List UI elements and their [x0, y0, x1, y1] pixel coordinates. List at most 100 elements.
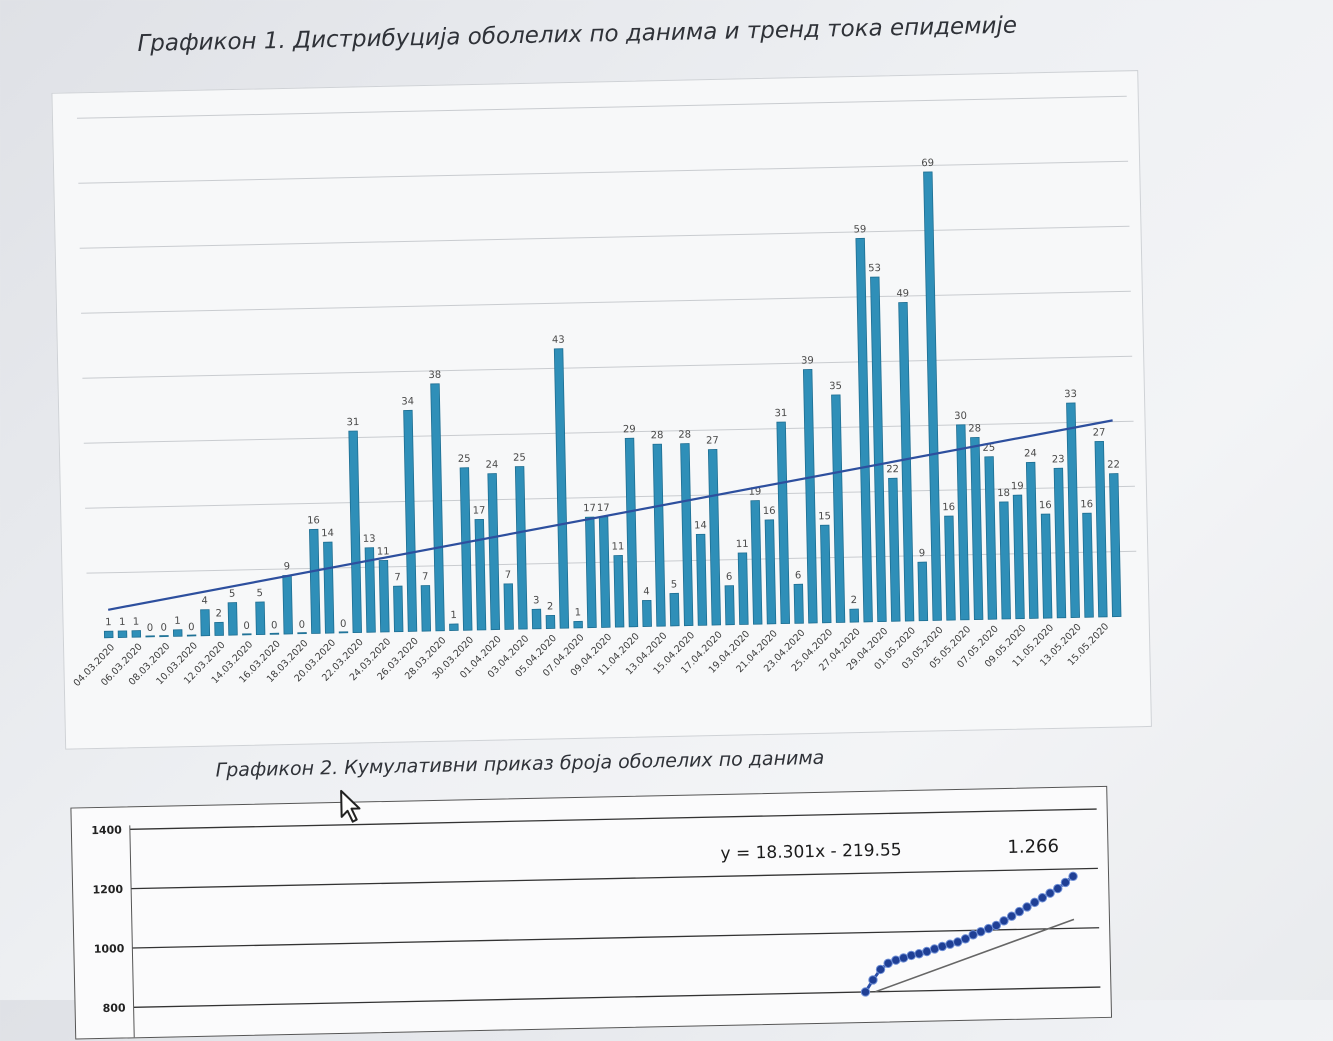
bar-label-59: 9	[919, 548, 926, 559]
bar-56	[870, 276, 887, 623]
bar-68	[1040, 513, 1053, 619]
gridline-5	[79, 225, 1130, 249]
data-point-16	[983, 923, 994, 934]
bar-label-72: 27	[1093, 427, 1106, 438]
bar-label-4: 0	[161, 623, 168, 634]
bar-label-58: 49	[896, 288, 909, 299]
bar-label-1: 1	[119, 617, 126, 628]
bar-44	[707, 449, 721, 626]
data-point-0	[860, 987, 871, 997]
bar-label-35: 17	[583, 503, 596, 514]
bar-32	[545, 614, 556, 629]
bar-21	[393, 585, 404, 633]
data-point-2	[875, 964, 886, 975]
bar-36	[598, 516, 611, 628]
bar-29	[503, 583, 514, 630]
document-page: Графикон 1. Дистрибуција оболелих по дан…	[51, 12, 1152, 1040]
bar-label-71: 16	[1080, 499, 1093, 510]
bar-6	[186, 634, 197, 637]
bar-label-16: 14	[321, 528, 334, 539]
bar-48	[764, 519, 777, 625]
bar-33	[553, 348, 570, 629]
bar-73	[1109, 473, 1122, 618]
bar-label-45: 6	[726, 572, 733, 583]
bar-label-29: 7	[505, 570, 512, 581]
bar-label-63: 28	[968, 423, 981, 434]
bar-54	[849, 608, 860, 623]
bar-label-0: 1	[105, 617, 112, 628]
data-point-19	[1006, 911, 1017, 921]
data-point-14	[968, 930, 978, 940]
gridline-7	[76, 95, 1127, 119]
bar-2	[131, 630, 142, 638]
gridline-4	[81, 290, 1131, 314]
bar-label-48: 16	[763, 506, 776, 517]
bar-67	[1025, 461, 1039, 619]
bar-16	[323, 541, 335, 634]
y-gridline-3	[133, 986, 1101, 1008]
bar-label-46: 11	[736, 539, 749, 550]
bar-label-8: 2	[215, 608, 222, 619]
bar-label-50: 6	[795, 570, 802, 581]
bar-5	[172, 629, 183, 637]
annotation-value: 1.266	[1007, 836, 1059, 858]
bar-label-61: 16	[942, 502, 955, 513]
y-tick-label-3: 800	[103, 1001, 127, 1014]
bar-37	[613, 555, 625, 628]
bar-65	[999, 501, 1011, 620]
bar-label-53: 35	[829, 381, 842, 392]
bar-53	[831, 394, 846, 623]
bar-label-5: 1	[174, 616, 181, 627]
bar-label-14: 0	[299, 620, 306, 631]
trend-line	[107, 419, 1113, 611]
data-point-9	[929, 944, 940, 954]
bar-59	[917, 561, 929, 622]
bar-1	[117, 630, 128, 638]
data-point-5	[898, 953, 909, 963]
bar-label-49: 31	[774, 408, 787, 419]
bar-label-47: 19	[748, 487, 761, 498]
bar-label-3: 0	[147, 623, 154, 634]
data-point-10	[937, 941, 947, 952]
bar-30	[514, 466, 528, 630]
bar-70	[1066, 402, 1080, 618]
chart1-title: Графикон 1. Дистрибуција оболелих по дан…	[137, 12, 1018, 57]
bar-22	[403, 409, 418, 632]
data-point-27	[1068, 871, 1078, 882]
bar-label-27: 17	[473, 505, 486, 516]
bar-18	[348, 430, 362, 634]
bar-38	[624, 437, 639, 628]
bar-label-57: 22	[886, 464, 899, 475]
bar-43	[695, 533, 708, 626]
bar-label-43: 14	[694, 520, 707, 531]
bar-label-7: 4	[201, 596, 208, 607]
bar-55	[855, 237, 873, 623]
data-point-3	[883, 958, 893, 968]
bar-24	[430, 383, 445, 632]
data-point-17	[991, 920, 1001, 931]
bar-45	[724, 585, 735, 626]
bar-label-55: 59	[853, 224, 866, 235]
bar-label-10: 0	[243, 621, 250, 632]
bar-23	[420, 585, 432, 632]
bar-10	[242, 633, 252, 636]
bar-27	[474, 518, 487, 631]
bar-9	[227, 602, 238, 636]
trend-equation: y = 18.301x - 219.55	[720, 840, 901, 864]
bar-8	[214, 621, 224, 636]
bar-label-64: 25	[982, 443, 995, 454]
data-point-26	[1060, 877, 1071, 888]
bar-label-62: 30	[954, 411, 967, 422]
bar-label-9: 5	[229, 589, 236, 600]
bar-66	[1012, 494, 1025, 620]
data-point-1	[868, 975, 878, 985]
bar-31	[531, 608, 542, 630]
bar-47	[750, 500, 763, 625]
bar-50	[793, 583, 804, 624]
data-point-23	[1037, 893, 1048, 903]
bar-51	[802, 369, 818, 624]
data-point-21	[1022, 902, 1032, 912]
bar-label-32: 2	[547, 601, 554, 612]
bar-label-13: 9	[284, 561, 291, 572]
bar-label-68: 16	[1039, 500, 1052, 511]
